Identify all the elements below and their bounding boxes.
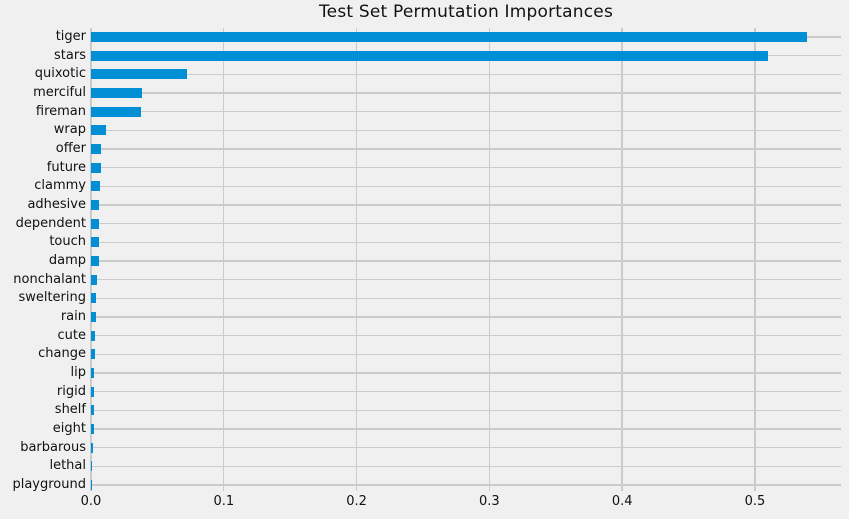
- bar-eight: [91, 424, 95, 434]
- y-tick-label: damp: [48, 253, 86, 268]
- y-tick-label: change: [38, 346, 86, 362]
- y-gridline: [91, 353, 841, 355]
- x-tick-label: 0.1: [213, 494, 235, 509]
- y-tick-label: rain: [60, 309, 86, 324]
- bar-tiger: [91, 32, 807, 42]
- y-gridline: [91, 297, 841, 299]
- y-tick-label: eight: [52, 421, 86, 436]
- bar-touch: [91, 237, 99, 248]
- y-gridline: [91, 447, 841, 449]
- y-tick-label: offer: [55, 141, 86, 156]
- y-tick-label: future: [46, 159, 86, 175]
- y-tick-label: cute: [57, 327, 86, 343]
- y-tick-label: playground: [12, 477, 86, 492]
- plot-area: [90, 28, 841, 491]
- bar-wrap: [91, 125, 106, 136]
- y-gridline: [91, 335, 841, 337]
- bar-cute: [91, 330, 96, 341]
- y-tick-label: wrap: [53, 122, 86, 138]
- y-gridline: [91, 409, 841, 411]
- bar-quixotic: [91, 69, 188, 80]
- y-tick-label: nonchalant: [13, 271, 86, 287]
- x-tick-label: 0.4: [611, 494, 633, 509]
- y-gridline: [91, 204, 841, 206]
- y-tick-label: dependent: [15, 215, 86, 231]
- y-gridline: [91, 129, 841, 131]
- y-tick-label: shelf: [54, 402, 86, 418]
- bar-offer: [91, 144, 102, 154]
- bar-lip: [91, 368, 95, 378]
- y-gridline: [91, 241, 841, 243]
- y-gridline: [91, 279, 841, 281]
- y-gridline: [91, 372, 841, 374]
- y-tick-label: lethal: [49, 458, 86, 474]
- y-gridline: [91, 73, 841, 75]
- bar-damp: [91, 256, 99, 266]
- y-gridline: [91, 465, 841, 467]
- y-gridline: [91, 484, 841, 486]
- y-tick-label: sweltering: [18, 290, 86, 306]
- bar-rigid: [91, 386, 95, 397]
- bar-lethal: [91, 461, 93, 472]
- y-tick-label: stars: [54, 47, 86, 63]
- bar-clammy: [91, 181, 100, 192]
- x-tick-label: 0.2: [346, 494, 367, 509]
- bar-rain: [91, 312, 97, 322]
- y-gridline: [91, 148, 841, 150]
- y-gridline: [91, 316, 841, 318]
- y-tick-label: clammy: [34, 178, 86, 194]
- y-tick-label: merciful: [33, 85, 86, 100]
- y-gridline: [91, 111, 841, 113]
- bar-future: [91, 162, 102, 173]
- x-tick-label: 0.0: [80, 494, 102, 509]
- x-gridline: [223, 28, 225, 491]
- x-gridline: [488, 28, 491, 491]
- y-gridline: [91, 223, 841, 225]
- y-tick-label: quixotic: [34, 66, 86, 82]
- bar-nonchalant: [91, 274, 98, 285]
- y-tick-label: lip: [70, 365, 86, 380]
- y-tick-label: adhesive: [27, 197, 86, 212]
- bar-shelf: [91, 405, 95, 416]
- bar-change: [91, 349, 95, 360]
- y-gridline: [91, 260, 841, 262]
- x-gridline: [355, 28, 358, 491]
- bar-merciful: [91, 88, 142, 98]
- y-tick-label: touch: [49, 234, 86, 250]
- y-gridline: [91, 167, 841, 169]
- y-gridline: [91, 185, 841, 187]
- bar-dependent: [91, 218, 99, 229]
- chart-title: Test Set Permutation Importances: [318, 2, 614, 22]
- y-gridline: [91, 428, 841, 430]
- x-gridline: [621, 28, 623, 491]
- x-gridline: [754, 28, 756, 491]
- bar-sweltering: [91, 293, 97, 304]
- bar-fireman: [91, 106, 141, 117]
- y-tick-label: rigid: [56, 383, 86, 399]
- y-gridline: [91, 391, 841, 393]
- y-tick-label: tiger: [55, 29, 86, 44]
- bar-stars: [91, 50, 769, 61]
- y-gridline: [91, 92, 841, 94]
- y-tick-label: barbarous: [20, 439, 86, 455]
- bar-barbarous: [91, 442, 94, 453]
- x-tick-label: 0.3: [479, 494, 500, 509]
- y-tick-label: fireman: [35, 103, 86, 119]
- bar-adhesive: [91, 200, 100, 210]
- x-tick-label: 0.5: [744, 494, 766, 509]
